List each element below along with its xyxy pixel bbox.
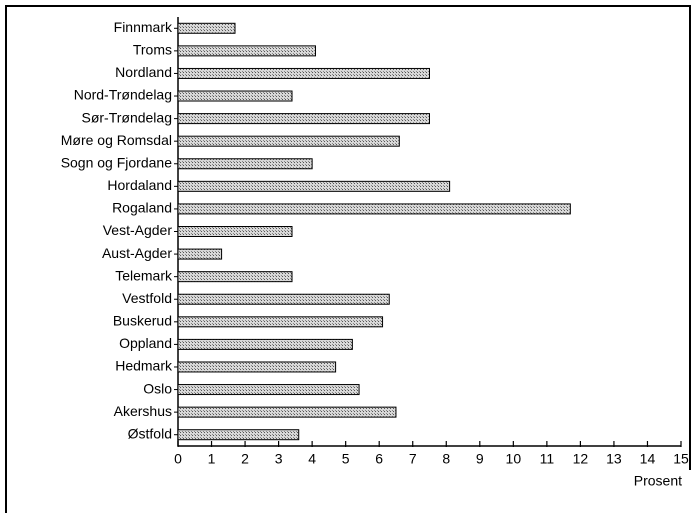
bar bbox=[177, 248, 223, 260]
y-tick-label: Buskerud bbox=[113, 313, 172, 329]
x-tick-label: 1 bbox=[208, 451, 216, 467]
y-tick-label: Oslo bbox=[143, 380, 172, 396]
y-tick-label: Rogaland bbox=[112, 200, 172, 216]
y-tick-label: Hordaland bbox=[107, 177, 172, 193]
x-tick-label: 0 bbox=[174, 451, 182, 467]
bar bbox=[177, 203, 571, 215]
x-tick-label: 2 bbox=[241, 451, 249, 467]
y-tick-label: Nord-Trøndelag bbox=[74, 87, 172, 103]
x-tick-label: 8 bbox=[442, 451, 450, 467]
bar bbox=[177, 45, 316, 57]
y-tick-label: Sør-Trøndelag bbox=[81, 109, 172, 125]
bar bbox=[177, 113, 430, 125]
x-tick-label: 12 bbox=[573, 451, 589, 467]
x-tick-label: 13 bbox=[606, 451, 622, 467]
x-tick-label: 5 bbox=[342, 451, 350, 467]
y-tick-label: Nordland bbox=[115, 64, 172, 80]
bar bbox=[177, 429, 300, 441]
bar bbox=[177, 226, 293, 237]
bar bbox=[177, 384, 360, 396]
x-tick-label: 9 bbox=[476, 451, 484, 467]
y-tick-label: Oppland bbox=[119, 335, 172, 351]
y-tick-label: Østfold bbox=[128, 425, 172, 441]
bar bbox=[177, 22, 236, 34]
frame bbox=[5, 5, 691, 513]
bar bbox=[177, 361, 337, 373]
bar bbox=[177, 316, 384, 328]
y-tick-label: Akershus bbox=[114, 403, 172, 419]
x-tick-label: 3 bbox=[275, 451, 283, 467]
y-tick-label: Møre og Romsdal bbox=[61, 132, 172, 148]
bar bbox=[177, 180, 451, 192]
y-tick-label: Vestfold bbox=[122, 290, 172, 306]
bar bbox=[177, 271, 293, 283]
x-tick-label: 11 bbox=[540, 451, 555, 467]
x-tick-label: 6 bbox=[375, 451, 383, 467]
bar bbox=[177, 406, 397, 418]
x-tick-label: 7 bbox=[409, 451, 417, 467]
y-tick-label: Telemark bbox=[115, 267, 173, 283]
x-tick-label: 4 bbox=[308, 451, 316, 467]
y-tick-label: Vest-Agder bbox=[103, 222, 173, 238]
bar bbox=[177, 67, 430, 79]
y-tick-label: Finnmark bbox=[114, 19, 173, 35]
y-tick-label: Aust-Agder bbox=[102, 245, 172, 261]
x-tick-label: 10 bbox=[506, 451, 522, 467]
x-tick-label: 15 bbox=[673, 451, 689, 467]
x-tick-label: 14 bbox=[640, 451, 656, 467]
bar bbox=[177, 135, 400, 147]
y-tick-label: Hedmark bbox=[115, 358, 173, 374]
x-axis-label: Prosent bbox=[634, 473, 682, 489]
y-tick-label: Sogn og Fjordane bbox=[61, 154, 173, 170]
bar bbox=[177, 158, 313, 170]
bar bbox=[177, 293, 390, 305]
bar bbox=[177, 338, 353, 350]
bar bbox=[177, 90, 293, 102]
y-tick-label: Troms bbox=[133, 42, 172, 58]
